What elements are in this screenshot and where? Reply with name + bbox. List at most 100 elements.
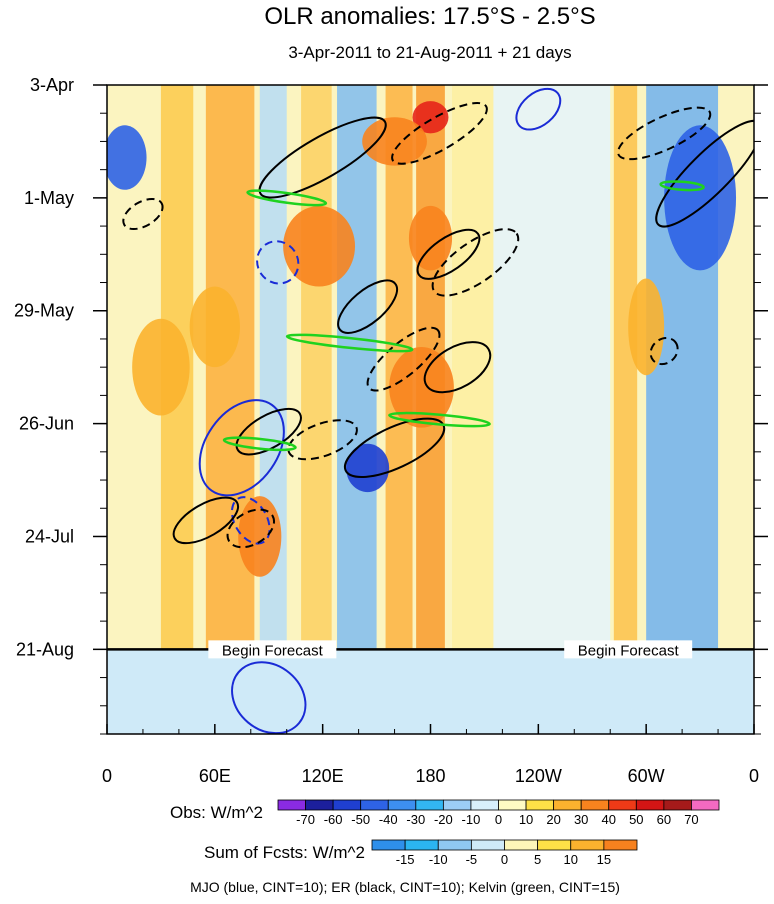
colorbar-swatch xyxy=(580,799,610,811)
er-contour xyxy=(431,228,520,297)
anomaly-cell xyxy=(107,125,147,190)
kelvin-contour xyxy=(659,180,705,192)
forecast-label-background xyxy=(564,640,693,659)
colorbar-swatch xyxy=(387,799,417,811)
colorbar-swatch xyxy=(442,799,472,811)
anomaly-cell xyxy=(362,117,427,166)
shading-bands xyxy=(160,85,719,650)
x-tick-label: 0 xyxy=(749,766,759,786)
colorbar-level-label: 70 xyxy=(684,812,698,827)
colorbar-swatch xyxy=(332,799,362,811)
y-tick-label: 26-Jun xyxy=(19,414,74,434)
colorbar-level-label: 20 xyxy=(546,812,560,827)
colorbar-level-label: 5 xyxy=(534,852,541,867)
colorbar-level-label: -15 xyxy=(396,852,415,867)
colorbar-swatch xyxy=(437,839,472,851)
er-contour xyxy=(287,419,358,461)
kelvin-contour xyxy=(388,411,491,428)
x-tick-label: 60W xyxy=(628,766,665,786)
er-contour xyxy=(258,116,387,199)
forecast-colorbar: -15 -10 -5 0 5 10 15 xyxy=(371,839,638,867)
x-tick-label: 120E xyxy=(302,766,344,786)
kelvin-contour xyxy=(285,333,414,353)
colorbar-level-label: 40 xyxy=(602,812,616,827)
er-contour xyxy=(337,279,399,334)
er-contour xyxy=(649,336,679,366)
shading-cells xyxy=(107,101,737,577)
anomaly-cell xyxy=(238,496,282,577)
colorbar-level-label: -5 xyxy=(466,852,478,867)
forecast-colorbar-label: Sum of Fcsts: W/m^2 xyxy=(204,843,365,862)
shading-band xyxy=(301,85,332,650)
colorbar-level-label: 30 xyxy=(574,812,588,827)
colorbar-level-label: -30 xyxy=(406,812,425,827)
colorbar-swatch xyxy=(371,839,406,851)
shading-band xyxy=(613,85,638,650)
colorbar-swatch xyxy=(635,799,665,811)
colorbar-level-label: 60 xyxy=(657,812,671,827)
obs-colorbar: -70 -60 -50 -40 -30 -20 -10 0 10 20 30 40 50 60 70 xyxy=(277,799,720,827)
wave-contours xyxy=(122,87,754,734)
colorbar-level-label: -20 xyxy=(434,812,453,827)
colorbar-swatch xyxy=(608,799,637,811)
mjo-contour xyxy=(231,661,307,734)
anomaly-cell xyxy=(283,205,356,287)
y-tick-label: 21-Aug xyxy=(16,639,74,659)
legend-footer: MJO (blue, CINT=10); ER (black, CINT=10)… xyxy=(190,879,620,895)
er-contour xyxy=(617,106,712,161)
colorbar-swatch xyxy=(663,799,692,811)
x-tick-label: 60E xyxy=(199,766,231,786)
forecast-label: Begin Forecast xyxy=(222,642,324,659)
anomaly-cell xyxy=(408,205,453,271)
colorbar-level-label: -50 xyxy=(351,812,370,827)
colorbar-level-label: -40 xyxy=(379,812,398,827)
colorbar-level-label: 0 xyxy=(495,812,502,827)
colorbar-level-label: 50 xyxy=(629,812,643,827)
er-contour xyxy=(122,197,164,231)
forecast-label: Begin Forecast xyxy=(578,642,680,659)
x-tick-label: 0 xyxy=(102,766,112,786)
anomaly-cell xyxy=(628,278,665,376)
colorbar-swatch xyxy=(603,839,638,851)
er-contour xyxy=(391,102,488,165)
er-contour xyxy=(366,326,441,392)
colorbar-level-label: 15 xyxy=(597,852,611,867)
shading-band xyxy=(493,85,611,650)
chart-title: OLR anomalies: 17.5°S - 2.5°S xyxy=(264,3,595,30)
colorbar-swatch xyxy=(570,839,605,851)
anomaly-cell xyxy=(132,318,190,416)
colorbar-swatch xyxy=(470,799,499,811)
y-tick-label: 3-Apr xyxy=(30,75,74,95)
anomaly-cell xyxy=(412,101,449,134)
colorbar-swatch xyxy=(498,799,527,811)
kelvin-contour xyxy=(222,436,297,452)
colorbar-swatch xyxy=(691,799,720,811)
er-contour xyxy=(416,228,481,280)
er-contour xyxy=(235,407,302,456)
mjo-contour xyxy=(256,240,300,285)
colorbar-level-label: 10 xyxy=(519,812,533,827)
forecast-region xyxy=(107,649,754,734)
colorbar-level-label: -10 xyxy=(429,852,448,867)
y-tick-label: 29-May xyxy=(14,301,74,321)
mjo-contour xyxy=(515,87,562,131)
chart-subtitle: 3-Apr-2011 to 21-Aug-2011 + 21 days xyxy=(288,43,571,62)
x-tick-label: 120W xyxy=(515,766,562,786)
colorbar-swatch xyxy=(404,839,439,851)
kelvin-contour xyxy=(246,189,328,207)
mjo-contour xyxy=(198,399,285,497)
colorbar-swatch xyxy=(504,839,539,851)
shading-band xyxy=(337,85,377,650)
anomaly-cell xyxy=(346,443,390,493)
er-contour xyxy=(226,508,276,549)
colorbar-swatch xyxy=(277,799,306,811)
mjo-contour xyxy=(230,496,271,545)
colorbar-swatch xyxy=(305,799,334,811)
colorbar-swatch xyxy=(470,839,505,851)
colorbar-level-label: -70 xyxy=(296,812,315,827)
er-contour xyxy=(655,119,754,228)
colorbar-swatch xyxy=(525,799,555,811)
colorbar-swatch xyxy=(553,799,582,811)
x-tick-label: 180 xyxy=(415,766,445,786)
